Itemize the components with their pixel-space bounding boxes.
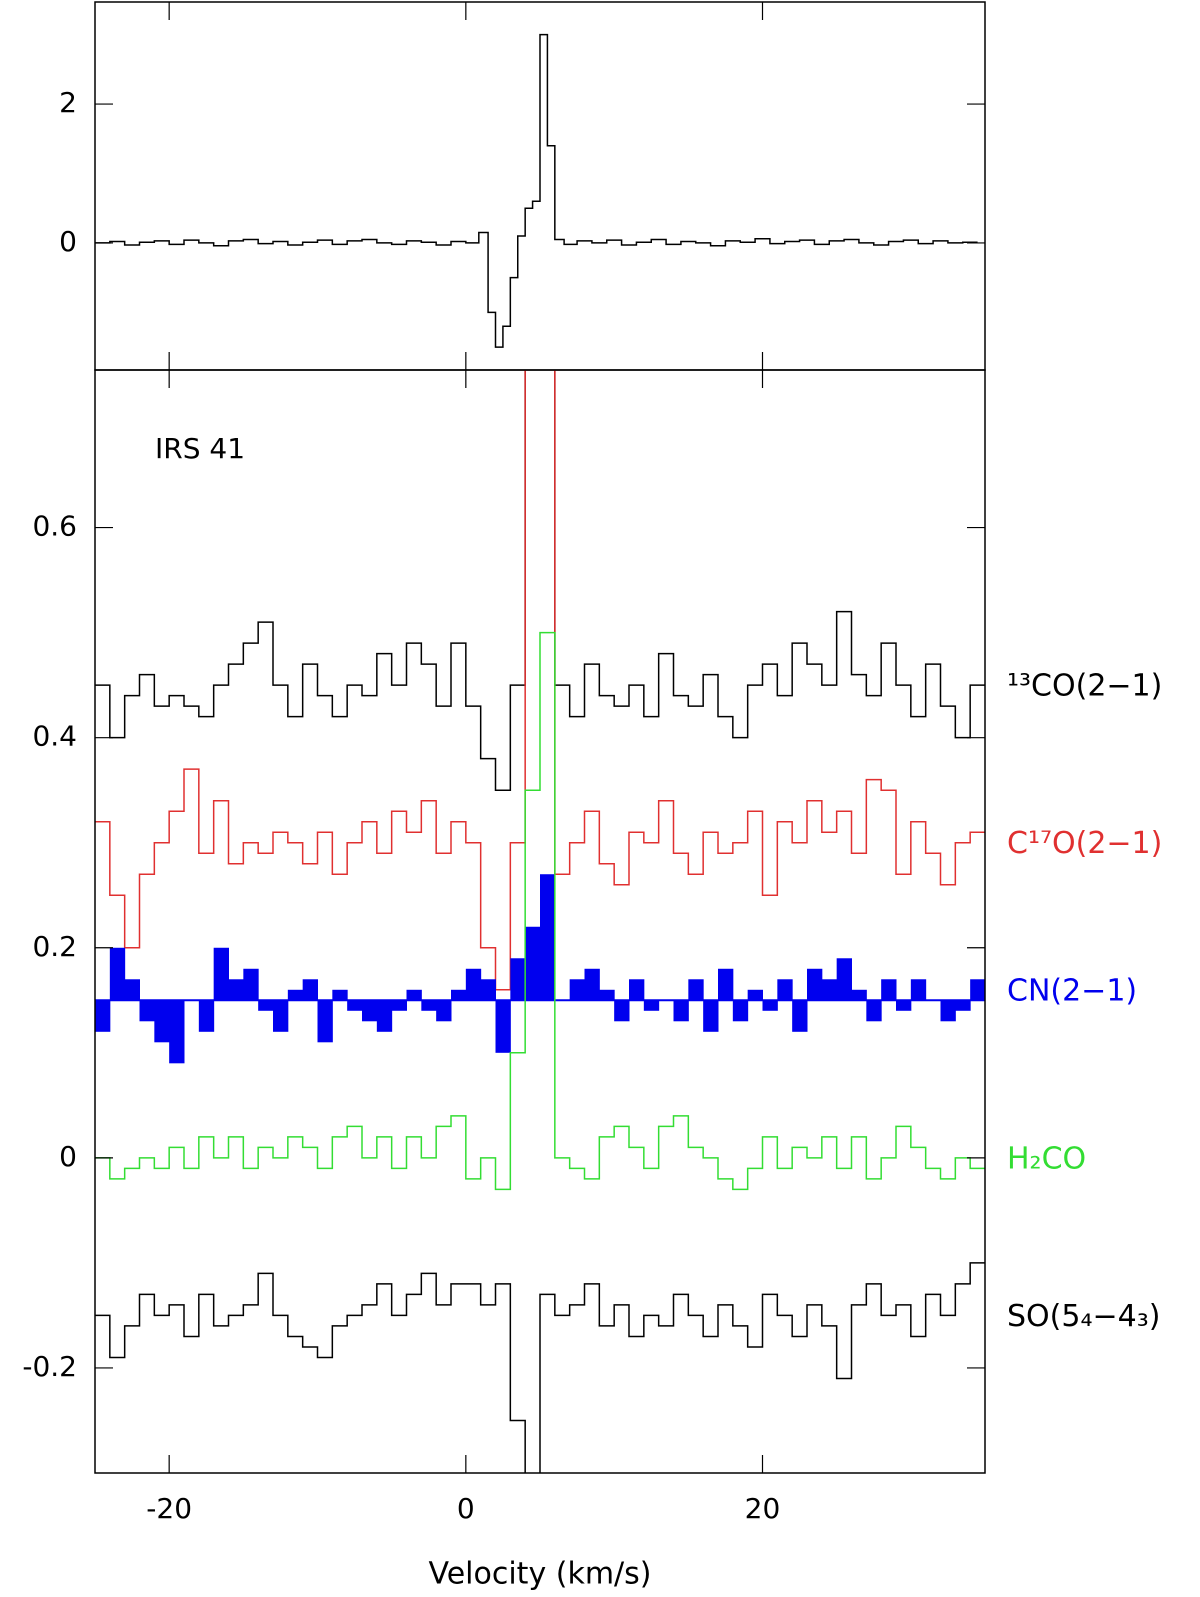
spectrum-bar bbox=[154, 1000, 170, 1043]
spectrum-bar bbox=[851, 989, 867, 1001]
spectrum-bar bbox=[317, 1000, 333, 1043]
spectrum-bar bbox=[213, 947, 229, 1001]
spectrum-bar bbox=[273, 1000, 289, 1032]
spectrum-bar bbox=[139, 1000, 155, 1022]
spectrum-line bbox=[95, 33, 978, 348]
x-axis-label: Velocity (km/s) bbox=[429, 1557, 652, 1592]
spectrum-bar bbox=[643, 1000, 660, 1011]
spectrum-bar bbox=[970, 979, 985, 1001]
x-tick-label: -20 bbox=[146, 1492, 192, 1525]
spectrum-bar bbox=[95, 1000, 111, 1032]
spectrum-bar bbox=[747, 989, 763, 1001]
spectrum-bar bbox=[109, 947, 126, 1001]
spectrum-bar bbox=[614, 1000, 630, 1022]
y-tick-label: 0.6 bbox=[32, 510, 77, 543]
spectrum-line bbox=[95, 370, 985, 791]
spectrum-bar bbox=[940, 1000, 956, 1022]
spectrum-line bbox=[95, 1262, 985, 1473]
spectrum-bar bbox=[703, 1000, 719, 1032]
spectrum-bar bbox=[807, 968, 823, 1001]
spectrum-bar bbox=[881, 979, 897, 1001]
series-label: CN(2−1) bbox=[1007, 973, 1137, 1008]
spectrum-bar bbox=[480, 979, 496, 1001]
spectrum-bar bbox=[540, 874, 556, 1001]
spectrum-bar bbox=[258, 1000, 274, 1011]
spectrum-bar bbox=[362, 1000, 378, 1022]
spectrum-line bbox=[95, 370, 985, 991]
spectrum-bar bbox=[910, 979, 927, 1001]
spectrum-bar bbox=[391, 1000, 407, 1011]
spectrum-line bbox=[95, 631, 985, 1191]
spectrum-bar bbox=[169, 1000, 185, 1064]
spectrum-bar bbox=[332, 989, 348, 1001]
spectrum-bar bbox=[718, 968, 734, 1001]
spectrum-bar bbox=[762, 1000, 778, 1011]
annotation: IRS 41 bbox=[155, 432, 245, 465]
spectrum-bar bbox=[510, 958, 526, 1001]
spectrum-bar bbox=[406, 989, 422, 1001]
series-label: ¹³CO(2−1) bbox=[1007, 669, 1162, 704]
spectrum-bar bbox=[124, 979, 140, 1001]
spectrum-bar bbox=[376, 1000, 393, 1032]
spectrum-bar bbox=[465, 968, 482, 1001]
x-tick-label: 0 bbox=[457, 1492, 475, 1525]
series-label: SO(5₄−4₃) bbox=[1007, 1299, 1160, 1334]
spectrum-bar bbox=[436, 1000, 452, 1022]
spectrum-bar bbox=[673, 1000, 689, 1022]
spectrum-bar bbox=[569, 979, 585, 1001]
spectrum-bar bbox=[495, 1000, 511, 1053]
spectrum-bar bbox=[287, 989, 304, 1001]
spectrum-bar bbox=[896, 1000, 912, 1011]
spectrum-bar bbox=[629, 979, 645, 1001]
y-tick-label: 0.4 bbox=[32, 720, 77, 753]
x-tick-label: 20 bbox=[745, 1492, 781, 1525]
spectrum-bar bbox=[228, 979, 244, 1001]
frame bbox=[94, 369, 986, 1474]
spectrum-bar bbox=[599, 989, 615, 1001]
series-label: H₂CO bbox=[1007, 1141, 1086, 1176]
y-tick-label: 0 bbox=[59, 225, 77, 258]
spectrum-bar bbox=[777, 979, 793, 1001]
spectrum-bar bbox=[421, 1000, 437, 1011]
spectrum-bar bbox=[243, 968, 259, 1001]
spectrum-bar bbox=[584, 968, 600, 1001]
y-tick-label: 0 bbox=[59, 1140, 77, 1173]
spectrum-bar bbox=[302, 979, 318, 1001]
y-tick-label: 0.2 bbox=[32, 930, 77, 963]
spectrum-bar bbox=[347, 1000, 363, 1011]
spectrum-bar bbox=[688, 979, 704, 1001]
spectrum-bar bbox=[955, 1000, 971, 1011]
spectrum-bar bbox=[732, 1000, 749, 1022]
spectrum-bar bbox=[836, 958, 852, 1001]
y-tick-label: -0.2 bbox=[22, 1350, 77, 1383]
spectrum-bar bbox=[198, 1000, 215, 1032]
series-label: C¹⁷O(2−1) bbox=[1007, 826, 1162, 861]
spectrum-bar bbox=[792, 1000, 808, 1032]
y-tick-label: 2 bbox=[59, 86, 77, 119]
spectrum-bar bbox=[525, 926, 541, 1001]
spectrum-bar bbox=[866, 1000, 882, 1022]
spectrum-bar bbox=[821, 979, 838, 1001]
plot-area bbox=[95, 33, 978, 348]
spectrum-bar bbox=[451, 989, 467, 1001]
plot-area bbox=[95, 370, 985, 1473]
